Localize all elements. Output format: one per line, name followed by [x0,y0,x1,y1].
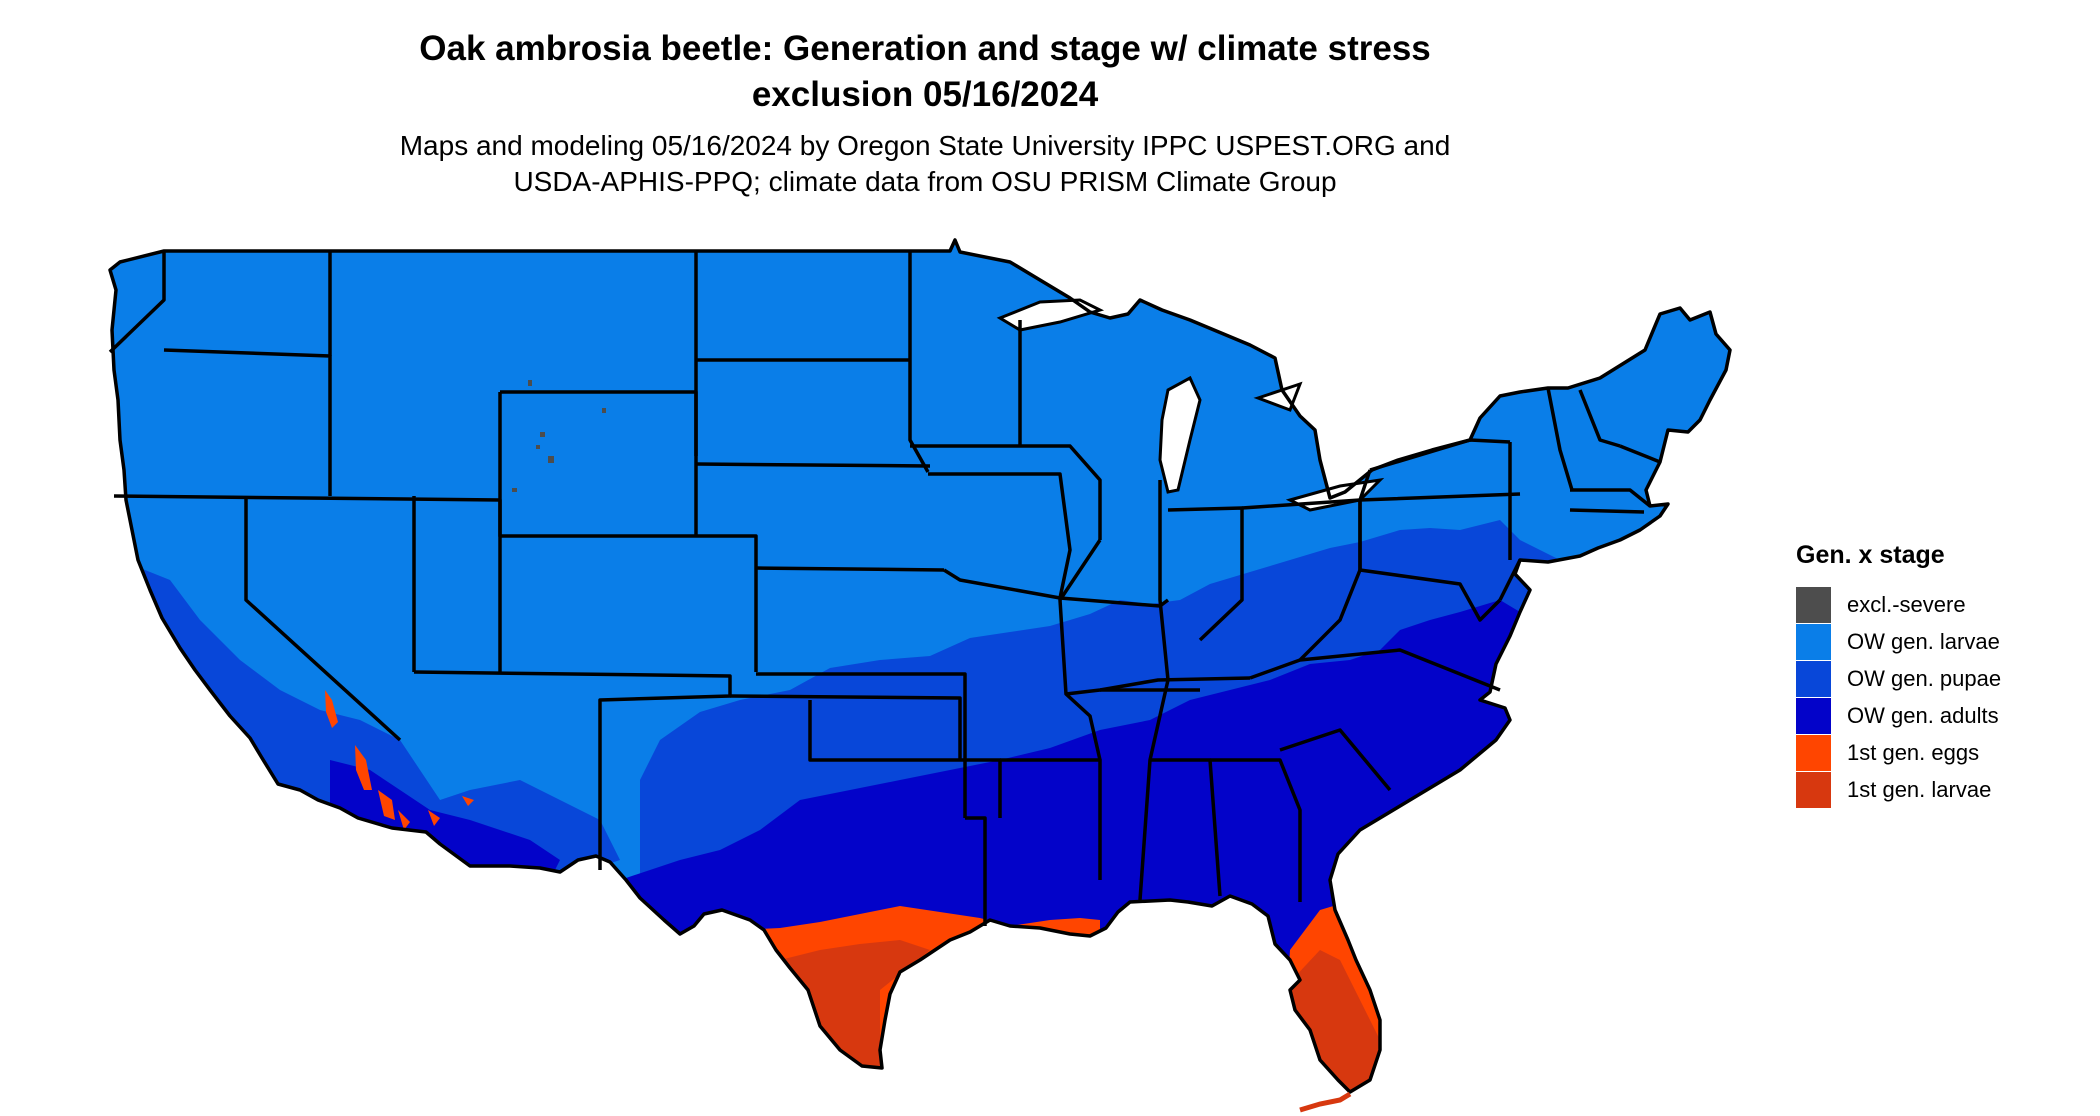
map-subtitle-line2: USDA-APHIS-PPQ; climate data from OSU PR… [513,166,1337,197]
legend-label: OW gen. pupae [1847,665,2002,691]
legend-item: excl.-severe [1796,586,2001,623]
legend-swatch [1796,697,1831,734]
legend-title: Gen. x stage [1796,541,1945,569]
map-title-line1: Oak ambrosia beetle: Generation and stag… [419,29,1431,68]
zone-excl-severe [512,380,606,492]
legend-swatch [1796,734,1831,771]
legend-label: OW gen. adults [1847,702,1999,728]
legend-label: 1st gen. larvae [1847,776,1992,802]
state-boundaries [108,238,1732,1094]
map-subtitle: Maps and modeling 05/16/2024 by Oregon S… [0,128,1850,200]
map-subtitle-line1: Maps and modeling 05/16/2024 by Oregon S… [399,130,1451,161]
zone-1st-eggs [700,906,1100,1092]
legend: Gen. x stage excl.-severe OW gen. larvae O… [1796,540,2001,808]
zone-1st-larvae-fl [1290,950,1380,1092]
legend-item: OW gen. adults [1796,697,2001,734]
legend-swatch [1796,586,1831,623]
florida-keys [1299,1091,1352,1113]
legend-label: 1st gen. eggs [1847,739,1980,765]
map-title: Oak ambrosia beetle: Generation and stag… [0,26,1850,118]
legend-item: 1st gen. larvae [1796,771,2001,808]
legend-items: excl.-severe OW gen. larvae OW gen. pupae O… [1796,586,2001,808]
legend-item: 1st gen. eggs [1796,734,2001,771]
legend-swatch [1796,623,1831,660]
legend-swatch [1796,660,1831,697]
legend-item: OW gen. larvae [1796,623,2001,660]
legend-swatch [1796,771,1831,808]
legend-label: excl.-severe [1847,591,1966,617]
map-title-line2: exclusion 05/16/2024 [751,75,1099,114]
legend-label: OW gen. larvae [1847,628,2000,654]
legend-item: OW gen. pupae [1796,660,2001,697]
